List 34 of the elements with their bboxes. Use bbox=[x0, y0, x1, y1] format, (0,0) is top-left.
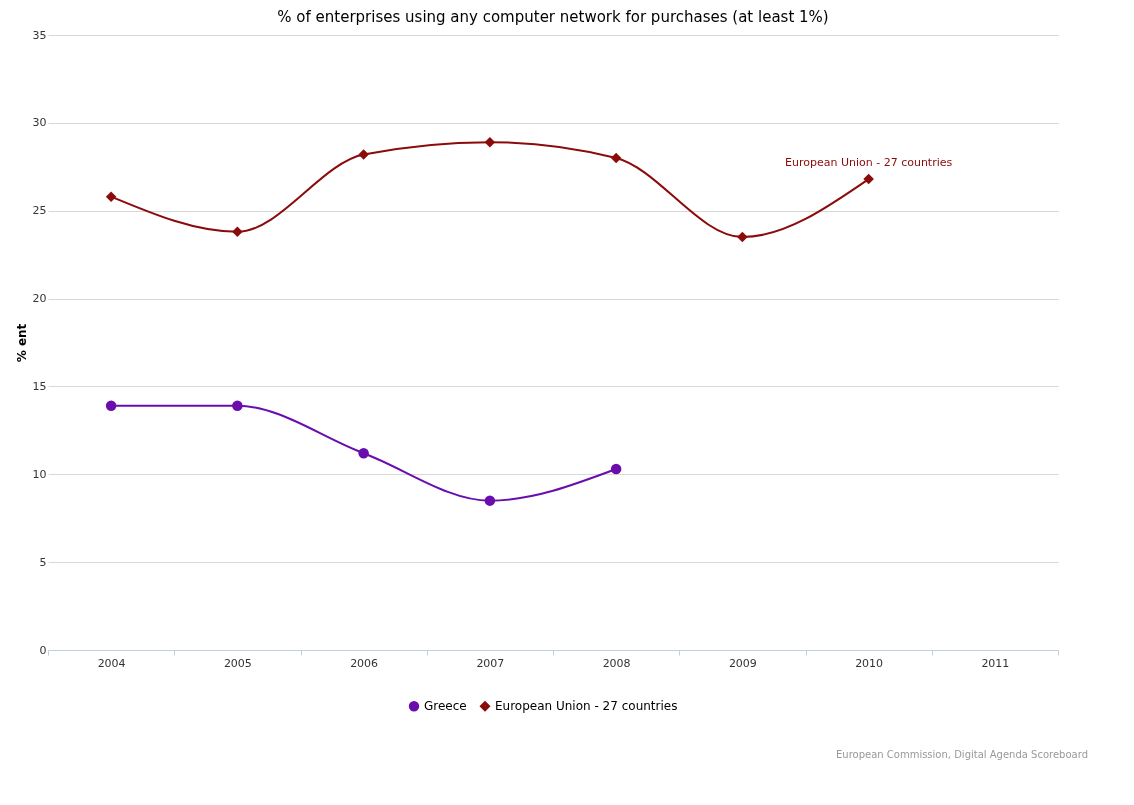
legend-label: Greece bbox=[424, 699, 467, 714]
point bbox=[863, 173, 874, 185]
legend-label: European Union - 27 countries bbox=[495, 699, 678, 714]
x-tick-label: 2006 bbox=[350, 656, 379, 670]
x-tick-label: 2010 bbox=[855, 656, 884, 670]
x-tick-label: 2008 bbox=[602, 656, 631, 670]
y-tick-label: 20 bbox=[32, 292, 47, 306]
y-tick-label: 35 bbox=[32, 28, 47, 42]
x-tick-label: 2004 bbox=[97, 656, 126, 670]
x-tick-label: 2005 bbox=[223, 656, 252, 670]
x-tick-label: 2011 bbox=[981, 656, 1010, 670]
y-tick-label: 10 bbox=[32, 467, 47, 481]
x-tick-label: 2009 bbox=[728, 656, 757, 670]
y-tick-label: 30 bbox=[32, 116, 47, 130]
point bbox=[358, 447, 369, 459]
point bbox=[232, 400, 243, 411]
y-tick-label: 0 bbox=[39, 643, 47, 657]
point bbox=[610, 463, 622, 475]
y-tick-label: 15 bbox=[32, 379, 47, 393]
point bbox=[358, 149, 369, 160]
y-axis-title: % ent bbox=[14, 323, 29, 363]
chart-title: % of enterprises using any computer network for purchases (at least 1%) bbox=[277, 8, 829, 26]
y-tick-label: 25 bbox=[32, 204, 47, 218]
point bbox=[610, 152, 622, 164]
annotation: European Union - 27 countries bbox=[785, 156, 953, 170]
point bbox=[737, 231, 748, 243]
point bbox=[484, 495, 496, 506]
x-tick-label: 2007 bbox=[476, 656, 505, 670]
text: European Commission, Digital Agenda Scoreboard bbox=[835, 749, 1088, 760]
point bbox=[105, 191, 117, 202]
point bbox=[105, 400, 117, 411]
point bbox=[232, 226, 243, 238]
point bbox=[484, 136, 496, 148]
y-tick-label: 5 bbox=[39, 555, 47, 569]
